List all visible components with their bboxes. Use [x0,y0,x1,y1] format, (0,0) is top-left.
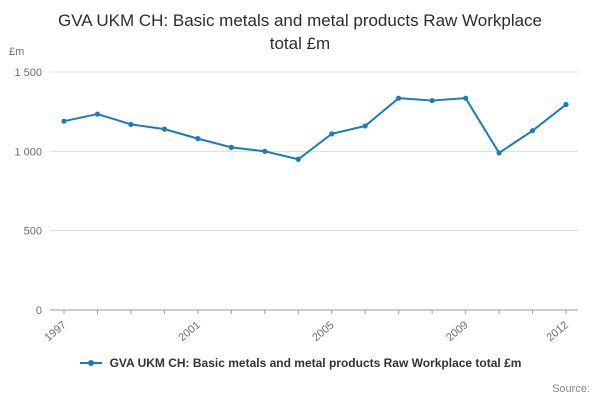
data-point-marker[interactable] [228,144,234,150]
data-point-marker[interactable] [396,95,402,101]
x-tick-label: 2012 [544,319,570,344]
y-tick-label: 1 000 [14,146,42,158]
data-point-marker[interactable] [563,101,569,108]
legend-series-marker-icon [79,359,102,366]
data-point-marker[interactable] [161,126,167,132]
x-tick-label: 2005 [310,319,336,344]
series-line[interactable] [63,97,567,161]
data-point-marker[interactable] [262,148,268,154]
data-point-marker[interactable] [295,156,301,162]
y-tick-label: 1 500 [14,67,42,79]
legend[interactable]: GVA UKM CH: Basic metals and metal produ… [0,356,600,370]
data-point-marker[interactable] [529,127,536,134]
x-tick-label: 2001 [176,319,202,344]
data-point-marker[interactable] [429,97,435,104]
y-tick-label: 500 [24,226,42,238]
data-point-marker[interactable] [496,150,502,156]
source-label: Source: [552,383,590,395]
x-tick-label: 1997 [42,319,68,344]
y-axis-unit-label: £m [9,46,25,58]
y-tick-label: 0 [36,305,42,317]
data-point-marker[interactable] [463,95,469,101]
data-point-marker[interactable] [61,118,67,124]
chart-title: GVA UKM CH: Basic metals and metal produ… [57,11,543,53]
data-point-marker[interactable] [195,135,201,142]
line-chart-plot-area: 0 500 1 000 1 500 1997 2001 2005 2009 2012 [14,67,578,344]
data-point-marker[interactable] [128,121,134,127]
legend-label: GVA UKM CH: Basic metals and metal produ… [109,355,522,370]
data-point-marker[interactable] [362,123,368,129]
data-point-marker[interactable] [94,111,101,117]
data-point-marker[interactable] [329,131,335,137]
x-tick-label: 2009 [444,319,470,344]
